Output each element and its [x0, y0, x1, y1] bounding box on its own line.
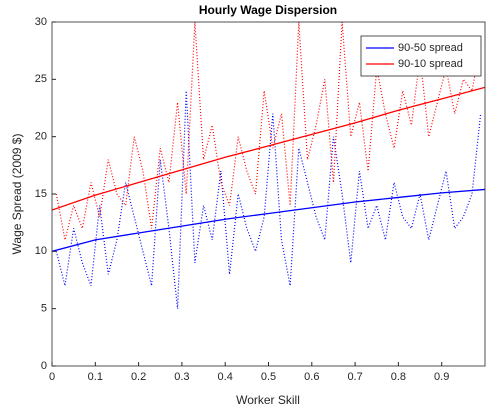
x-tick-label: 0.7	[347, 371, 362, 383]
x-tick-label: 0.2	[131, 371, 146, 383]
y-tick-label: 20	[35, 131, 47, 143]
legend-box	[360, 35, 482, 77]
y-tick-label: 0	[41, 360, 47, 372]
chart-title: Hourly Wage Dispersion	[199, 3, 337, 17]
x-tick-label: 0.6	[304, 371, 319, 383]
trend-line	[52, 188, 485, 252]
x-tick-label: 0.8	[391, 371, 406, 383]
plot-lines	[52, 22, 485, 309]
x-tick-label: 0.1	[88, 371, 103, 383]
x-tick-label: 0	[49, 371, 55, 383]
data-line-dotted	[55, 90, 482, 309]
x-tick-label: 0.9	[434, 371, 449, 383]
y-tick-label: 5	[41, 303, 47, 315]
axes-box	[51, 21, 486, 367]
x-tick-label: 0.5	[261, 371, 276, 383]
y-axis-label: Wage Spread (2009 $)	[10, 134, 24, 255]
x-tick-label: 0.3	[174, 371, 189, 383]
x-tick-label: 0.4	[218, 371, 233, 383]
plot-area	[52, 22, 485, 366]
legend-label: 90-50 spread	[398, 42, 463, 54]
trend-line	[52, 86, 485, 211]
y-tick-label: 25	[35, 73, 47, 85]
y-tick-label: 10	[35, 245, 47, 257]
y-tick-label: 30	[35, 16, 47, 28]
x-axis-label: Worker Skill	[236, 393, 300, 407]
y-tick-label: 15	[35, 188, 47, 200]
legend-label: 90-10 spread	[398, 58, 463, 70]
